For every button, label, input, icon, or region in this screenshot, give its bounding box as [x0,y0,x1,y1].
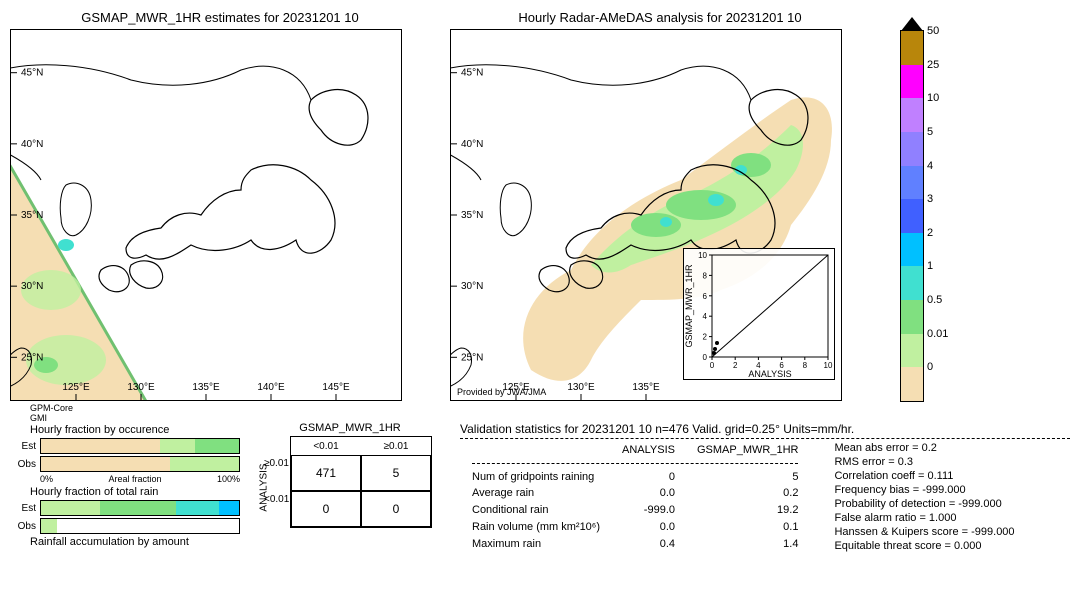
svg-text:130°E: 130°E [127,382,155,393]
conf-cell: 5 [361,455,431,491]
fraction-row: Est [10,500,240,516]
svg-text:25°N: 25°N [21,352,43,363]
confusion-panel: GSMAP_MWR_1HR <0.01≥0.01471500 ANALYSIS … [260,422,440,553]
conf-cell: 0 [361,491,431,527]
right-map: 45°N40°N35°N30°N25°N125°E130°E135°E 0022… [450,29,842,401]
svg-text:0: 0 [710,361,715,370]
tot-title: Hourly fraction of total rain [30,486,240,498]
svg-text:45°N: 45°N [21,68,43,79]
svg-text:30°N: 30°N [461,281,483,292]
conf-cell: 471 [291,455,361,491]
stat-metric: RMS error = 0.3 [834,455,1014,469]
svg-text:135°E: 135°E [632,382,660,393]
svg-text:ANALYSIS: ANALYSIS [748,369,791,379]
svg-text:25°N: 25°N [461,352,483,363]
svg-text:30°N: 30°N [21,281,43,292]
left-map-panel: GSMAP_MWR_1HR estimates for 20231201 10 … [10,10,430,410]
svg-text:0: 0 [703,353,708,362]
scatter-inset: 00224466881010ANALYSISGSMAP_MWR_1HR [683,248,835,380]
svg-text:35°N: 35°N [21,210,43,221]
stats-metrics: Mean abs error = 0.2RMS error = 0.3Corre… [834,441,1014,553]
svg-text:40°N: 40°N [461,139,483,150]
fraction-row: Obs [10,518,240,534]
svg-text:8: 8 [703,271,708,280]
fraction-row: Obs [10,456,240,472]
svg-text:10: 10 [698,251,707,260]
left-map-svg: 45°N 40°N 35°N 30°N 25°N 125°E 130°E 135°E 140°E… [11,30,401,400]
svg-text:8: 8 [803,361,808,370]
svg-text:4: 4 [703,312,708,321]
occ-title: Hourly fraction by occurence [30,424,240,436]
stats-panel: Validation statistics for 20231201 10 n=… [460,422,1070,553]
colorbar: 502510543210.50.010 [900,30,924,402]
stat-metric: Correlation coeff = 0.111 [834,469,1014,483]
stat-metric: False alarm ratio = 1.000 [834,511,1014,525]
conf-cell: 0 [291,491,361,527]
fractions-panel: Hourly fraction by occurence Est Obs 0% A… [10,422,240,553]
svg-text:GSMAP_MWR_1HR: GSMAP_MWR_1HR [684,264,694,348]
right-map-panel: Hourly Radar-AMeDAS analysis for 2023120… [450,10,870,410]
svg-text:2: 2 [733,361,738,370]
stat-metric: Hanssen & Kuipers score = -999.000 [834,525,1014,539]
colorbar-panel: 502510543210.50.010 [900,10,924,410]
fraction-row: Est [10,438,240,454]
confusion-grid: <0.01≥0.01471500 [290,436,432,528]
conf-title: GSMAP_MWR_1HR [260,422,440,434]
svg-text:130°E: 130°E [567,382,595,393]
stats-table: ANALYSISGSMAP_MWR_1HRNum of gridpoints r… [460,441,810,553]
acc-title: Rainfall accumulation by amount [30,536,240,548]
stat-metric: Frequency bias = -999.000 [834,483,1014,497]
left-footer1: GPM-Core [30,403,430,413]
svg-text:10: 10 [824,361,833,370]
svg-text:135°E: 135°E [192,382,220,393]
stat-metric: Equitable threat score = 0.000 [834,539,1014,553]
stats-header: Validation statistics for 20231201 10 n=… [460,422,1070,436]
frac-axis: 0% Areal fraction 100% [40,474,240,484]
svg-text:6: 6 [703,292,708,301]
svg-text:2: 2 [703,333,708,342]
provided-label: Provided by JWA/JMA [457,387,546,397]
left-map: 45°N 40°N 35°N 30°N 25°N 125°E 130°E 135°E 140°E… [10,29,402,401]
svg-text:145°E: 145°E [322,382,350,393]
svg-text:45°N: 45°N [461,68,483,79]
svg-text:125°E: 125°E [62,382,90,393]
svg-text:35°N: 35°N [461,210,483,221]
left-map-title: GSMAP_MWR_1HR estimates for 20231201 10 [10,10,430,25]
right-map-title: Hourly Radar-AMeDAS analysis for 2023120… [450,10,870,25]
svg-text:40°N: 40°N [21,139,43,150]
stat-metric: Probability of detection = -999.000 [834,497,1014,511]
svg-text:140°E: 140°E [257,382,285,393]
stat-metric: Mean abs error = 0.2 [834,441,1014,455]
